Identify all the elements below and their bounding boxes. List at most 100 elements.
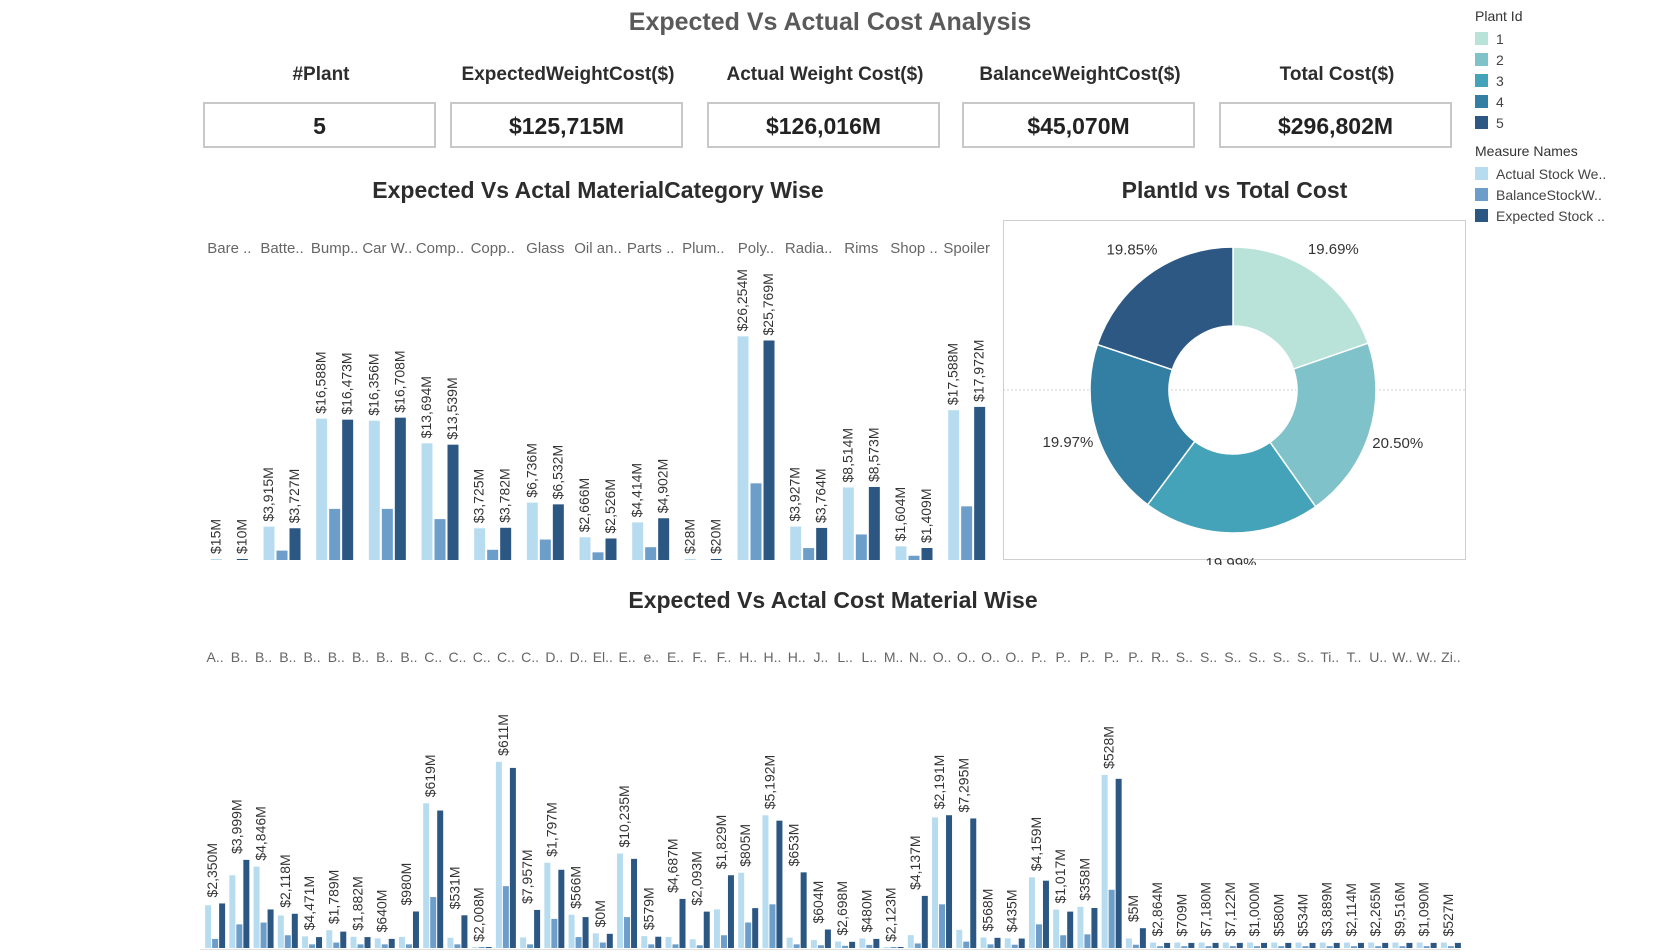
material-bar[interactable] (243, 859, 250, 948)
material-bar[interactable] (1247, 942, 1254, 948)
material-bar[interactable] (267, 909, 274, 948)
material-bar[interactable] (835, 941, 842, 948)
material-bar[interactable] (907, 935, 914, 948)
material-bar[interactable] (1222, 942, 1229, 948)
material-bar[interactable] (412, 911, 419, 948)
material-bar[interactable] (1261, 942, 1268, 948)
material-bar[interactable] (897, 947, 904, 948)
category-bar[interactable] (710, 559, 722, 560)
material-bar[interactable] (1416, 942, 1423, 948)
category-bar[interactable] (316, 418, 328, 560)
material-bar[interactable] (1018, 938, 1025, 948)
legend-plant-item[interactable]: 1 (1475, 28, 1522, 49)
material-bar[interactable] (1028, 877, 1035, 948)
material-bar[interactable] (1004, 938, 1011, 948)
material-bar[interactable] (1181, 946, 1188, 948)
material-bar[interactable] (302, 936, 309, 948)
material-bar[interactable] (970, 818, 977, 948)
material-bar[interactable] (987, 944, 994, 948)
material-bar[interactable] (1430, 942, 1437, 948)
material-bar[interactable] (1164, 942, 1171, 948)
material-bar[interactable] (672, 944, 679, 948)
material-bar[interactable] (859, 938, 866, 948)
material-bar[interactable] (350, 936, 357, 948)
material-bar[interactable] (1333, 942, 1340, 948)
material-bar[interactable] (592, 933, 599, 948)
category-bar[interactable] (816, 527, 828, 560)
material-bar[interactable] (1053, 909, 1060, 948)
material-bar[interactable] (939, 904, 946, 948)
material-bar[interactable] (641, 936, 648, 948)
material-bar[interactable] (873, 938, 880, 948)
material-bar[interactable] (1399, 946, 1406, 948)
material-bar[interactable] (236, 924, 243, 948)
material-bar[interactable] (956, 929, 963, 948)
material-bar[interactable] (405, 944, 412, 948)
material-bar[interactable] (558, 869, 565, 948)
material-bar[interactable] (810, 940, 817, 948)
material-bar[interactable] (316, 937, 323, 948)
material-bar[interactable] (1174, 942, 1181, 948)
category-bar[interactable] (474, 528, 486, 560)
material-bar[interactable] (883, 947, 890, 948)
material-bar[interactable] (527, 944, 534, 948)
material-bar[interactable] (696, 945, 703, 948)
material-bar[interactable] (502, 886, 509, 948)
category-bar[interactable] (329, 508, 341, 560)
material-bar[interactable] (1440, 942, 1447, 948)
material-bar[interactable] (1375, 946, 1382, 948)
material-bar[interactable] (824, 929, 831, 948)
category-bar[interactable] (842, 487, 854, 560)
category-bar[interactable] (868, 486, 880, 560)
category-bar[interactable] (394, 417, 406, 560)
category-bar[interactable] (526, 502, 538, 560)
material-bar[interactable] (793, 944, 800, 948)
material-bar[interactable] (1150, 942, 1157, 948)
material-bar[interactable] (1132, 944, 1139, 948)
legend-plant-item[interactable]: 4 (1475, 91, 1522, 112)
material-bar[interactable] (1271, 942, 1278, 948)
material-bar[interactable] (890, 947, 897, 948)
material-bar[interactable] (1309, 942, 1316, 948)
material-bar[interactable] (388, 938, 395, 948)
material-bar[interactable] (776, 820, 783, 948)
material-bar[interactable] (1067, 911, 1074, 948)
material-bar[interactable] (447, 937, 454, 948)
material-bar[interactable] (720, 935, 727, 948)
material-bar[interactable] (752, 908, 759, 948)
material-bar[interactable] (544, 862, 551, 948)
material-bar[interactable] (648, 944, 655, 948)
category-bar[interactable] (921, 547, 933, 560)
legend-plant-item[interactable]: 5 (1475, 112, 1522, 133)
material-bar[interactable] (1091, 907, 1098, 948)
material-bar[interactable] (1350, 946, 1357, 948)
material-bar[interactable] (599, 942, 606, 948)
material-bar[interactable] (1357, 942, 1364, 948)
material-bar[interactable] (631, 858, 638, 948)
material-bar[interactable] (800, 872, 807, 948)
category-bar[interactable] (579, 537, 591, 560)
material-bar[interactable] (398, 936, 405, 948)
category-bar[interactable] (539, 539, 551, 560)
material-bar[interactable] (291, 913, 298, 948)
material-bar[interactable] (786, 937, 793, 948)
material-bar[interactable] (205, 905, 212, 948)
pie-slice[interactable] (1096, 246, 1234, 371)
category-bar[interactable] (210, 559, 222, 560)
material-bar[interactable] (849, 941, 856, 948)
material-bar[interactable] (534, 909, 541, 948)
material-bar[interactable] (1060, 935, 1067, 948)
material-bar[interactable] (1295, 942, 1302, 948)
category-bar[interactable] (632, 522, 644, 560)
material-bar[interactable] (309, 944, 316, 948)
material-bar[interactable] (1011, 944, 1018, 948)
legend-measure-item[interactable]: Actual Stock We.. (1475, 163, 1606, 184)
category-bar[interactable] (790, 526, 802, 560)
material-bar[interactable] (430, 897, 437, 948)
material-bar[interactable] (253, 866, 260, 948)
material-bar[interactable] (1447, 946, 1454, 948)
category-bar[interactable] (974, 406, 986, 560)
material-bar[interactable] (454, 944, 461, 948)
material-bar[interactable] (994, 937, 1001, 948)
material-bar[interactable] (260, 922, 267, 948)
